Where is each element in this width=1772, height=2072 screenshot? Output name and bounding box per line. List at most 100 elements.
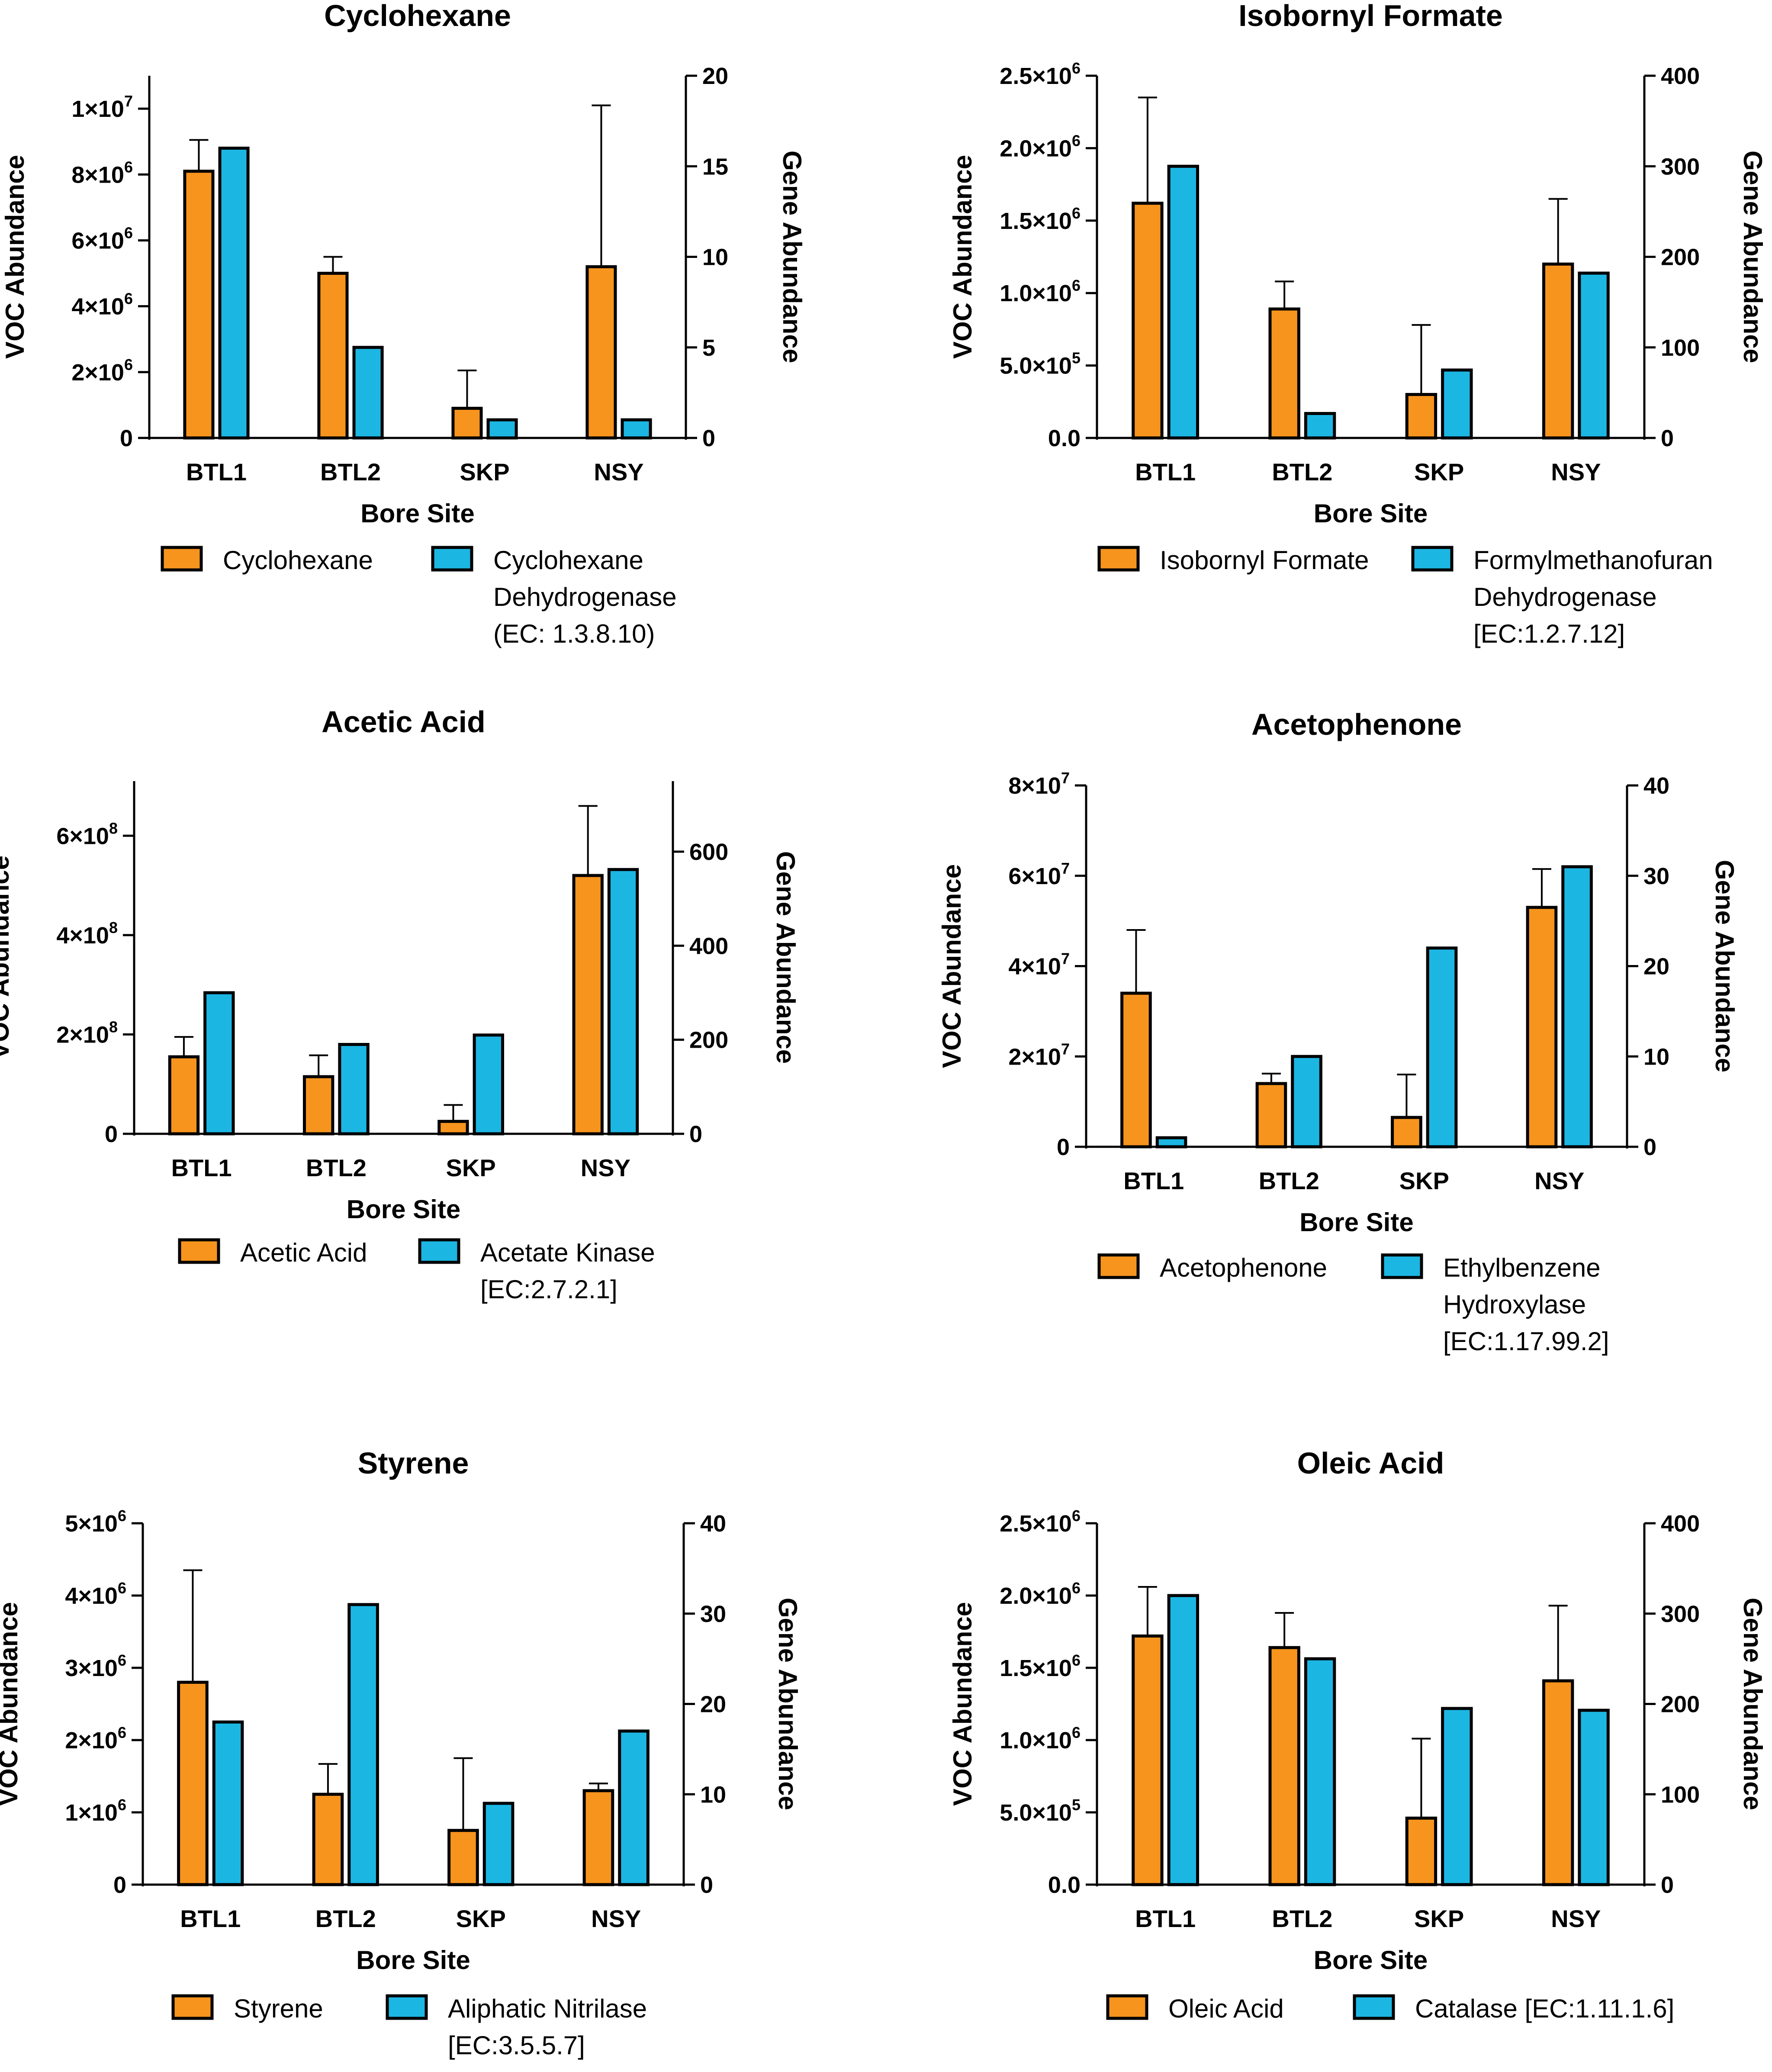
- right-tick-label: 0: [1661, 1872, 1674, 1898]
- left-tick-label: 0: [120, 425, 133, 451]
- chart-title: Acetic Acid: [322, 705, 486, 739]
- right-tick-label: 30: [1643, 863, 1669, 889]
- legend-swatch-gene: [1411, 546, 1454, 572]
- left-tick-label: 5.0×105: [1000, 1796, 1081, 1826]
- legend-swatch-voc: [171, 1994, 214, 2020]
- left-tick-mantissa: 0.0: [1048, 425, 1081, 451]
- left-tick-label: 4×106: [65, 1579, 126, 1609]
- left-tick-exponent: 6: [124, 356, 133, 373]
- left-tick-label: 1×106: [65, 1796, 126, 1826]
- category-label: SKP: [446, 1154, 496, 1181]
- right-tick-label: 20: [702, 63, 728, 89]
- x-axis-title: Bore Site: [1314, 1946, 1428, 1975]
- left-tick-mantissa: 2.0×10: [1000, 135, 1072, 161]
- legend-swatch-gene: [418, 1238, 460, 1264]
- gene-bar: [338, 1043, 370, 1136]
- chart-panel: Oleic Acid0.05.0×1051.0×1061.5×1062.0×10…: [948, 1446, 1767, 2023]
- legend: Oleic Acid Catalase [EC:1.11.1.6]: [1106, 1994, 1674, 2023]
- category-label: BTL1: [171, 1154, 232, 1181]
- left-tick-mantissa: 5×10: [65, 1511, 118, 1537]
- legend-swatch-voc: [1106, 1994, 1148, 2020]
- voc-bar: [1405, 1816, 1438, 1886]
- left-tick-mantissa: 4×10: [71, 294, 124, 320]
- left-tick-exponent: 6: [124, 290, 133, 308]
- left-tick-label: 2×108: [56, 1018, 118, 1048]
- legend: Cyclohexane Cyclohexane Dehydrogenase (EC: …: [161, 546, 677, 648]
- gene-bar: [1578, 271, 1610, 440]
- legend-label: Aliphatic Nitrilase: [448, 1994, 647, 2023]
- right-axis-title: Gene Abundance: [773, 1598, 802, 1810]
- gene-bar: [218, 146, 250, 440]
- right-tick-label: 300: [1661, 154, 1700, 180]
- left-tick-label: 1.0×106: [1000, 1724, 1081, 1753]
- right-tick-label: 15: [702, 154, 728, 180]
- legend: Acetophenone Ethylbenzene Hydroxylase [EC:1…: [1097, 1253, 1609, 1356]
- legend-swatch-gene: [1353, 1994, 1395, 2020]
- left-tick-label: 2.5×106: [1000, 59, 1081, 89]
- gene-bar: [1561, 865, 1593, 1149]
- left-axis-title: VOC Abundance: [0, 1602, 23, 1806]
- left-tick-label: 0.0: [1048, 425, 1081, 451]
- gene-bar: [1441, 1707, 1473, 1886]
- gene-bar: [486, 418, 518, 440]
- gene-bar: [1426, 946, 1458, 1149]
- category-label: BTL1: [186, 458, 247, 486]
- left-tick-exponent: 6: [118, 1724, 126, 1741]
- left-tick-mantissa: 0: [113, 1872, 126, 1898]
- gene-bar: [1291, 1055, 1322, 1149]
- left-tick-mantissa: 6×10: [56, 823, 109, 849]
- left-tick-mantissa: 3×10: [65, 1655, 118, 1681]
- right-tick-label: 10: [702, 245, 728, 270]
- category-label: SKP: [1414, 1905, 1464, 1932]
- category-label: BTL2: [306, 1154, 367, 1181]
- category-label: SKP: [1414, 458, 1464, 486]
- gene-bar: [347, 1603, 379, 1886]
- right-axis-title: Gene Abundance: [1738, 1598, 1767, 1810]
- right-tick-label: 200: [1661, 245, 1700, 270]
- left-tick-exponent: 6: [118, 1796, 126, 1814]
- left-tick-exponent: 6: [1072, 277, 1081, 294]
- left-tick-mantissa: 2.5×10: [1000, 63, 1072, 89]
- left-tick-mantissa: 8×10: [71, 162, 124, 188]
- chart-panel: Acetophenone02×1074×1076×1078×1070102030…: [937, 708, 1739, 1356]
- voc-bar: [585, 265, 617, 440]
- gene-bar: [1304, 412, 1336, 440]
- legend-swatch-gene: [431, 546, 473, 572]
- right-tick-label: 30: [700, 1601, 726, 1627]
- voc-bar: [312, 1792, 344, 1886]
- left-tick-mantissa: 1.0×10: [1000, 1728, 1072, 1753]
- gene-bar: [618, 1729, 650, 1886]
- voc-bar: [183, 170, 215, 440]
- chart-panel: Isobornyl Formate0.05.0×1051.0×1061.5×10…: [948, 0, 1767, 648]
- legend-label: [EC:3.5.5.7]: [448, 2031, 585, 2060]
- voc-bar: [177, 1680, 209, 1886]
- left-tick-mantissa: 4×10: [65, 1583, 118, 1609]
- left-tick-exponent: 6: [1072, 1651, 1081, 1669]
- gene-bar: [1167, 164, 1200, 440]
- category-label: BTL1: [1135, 1905, 1196, 1932]
- category-label: BTL2: [315, 1905, 376, 1932]
- chart-title: Styrene: [358, 1446, 469, 1480]
- voc-bar: [447, 1829, 479, 1886]
- voc-bar: [303, 1075, 334, 1136]
- left-tick-mantissa: 1.5×10: [1000, 1655, 1072, 1681]
- right-tick-label: 5: [702, 335, 715, 361]
- legend-label: Dehydrogenase: [493, 582, 677, 611]
- legend: Styrene Aliphatic Nitrilase [EC:3.5.5.7]: [171, 1994, 647, 2060]
- left-tick-label: 0: [113, 1872, 126, 1898]
- left-tick-exponent: 6: [118, 1507, 126, 1525]
- voc-bar: [1268, 1646, 1300, 1886]
- legend-label: Dehydrogenase: [1473, 582, 1657, 611]
- category-label: BTL2: [1272, 458, 1332, 486]
- chart-panel: Cyclohexane02×1064×1066×1068×1061×107051…: [0, 0, 807, 648]
- right-axis-title: Gene Abundance: [778, 151, 807, 363]
- legend-label: (EC: 1.3.8.10): [493, 619, 655, 648]
- left-tick-label: 1.5×106: [1000, 204, 1081, 234]
- left-tick-mantissa: 6×10: [71, 228, 124, 254]
- chart-panel: Styrene01×1062×1063×1064×1065×1060102030…: [0, 1446, 802, 2060]
- left-axis-title: VOC Abundance: [948, 1602, 977, 1806]
- left-tick-label: 2.5×106: [1000, 1507, 1081, 1537]
- category-label: BTL2: [320, 458, 381, 486]
- category-label: NSY: [1551, 458, 1601, 486]
- left-tick-label: 4×108: [56, 919, 118, 949]
